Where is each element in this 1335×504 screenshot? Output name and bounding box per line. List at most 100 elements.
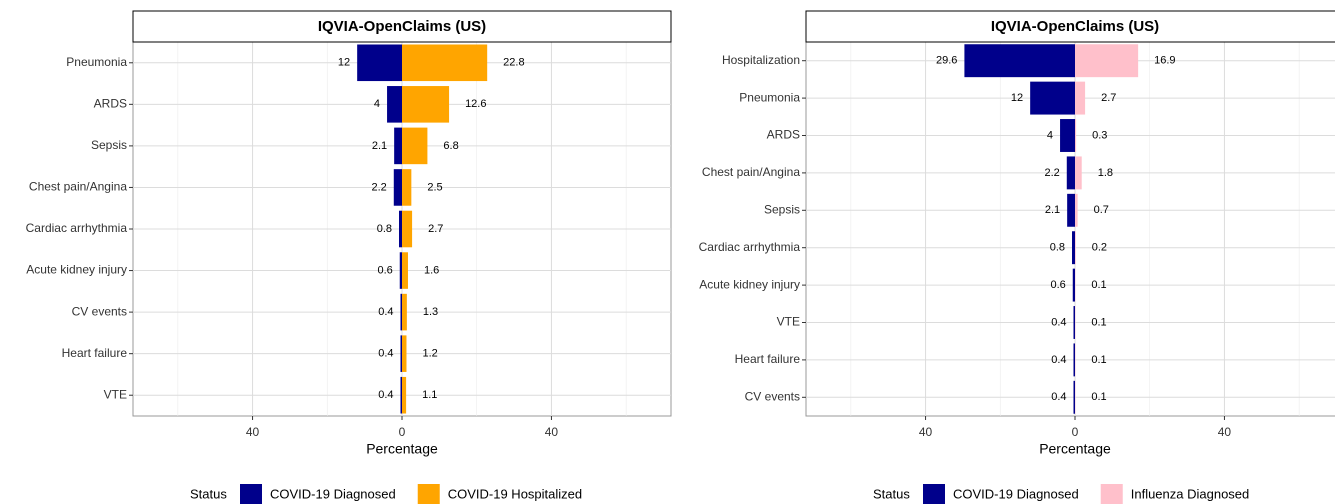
legend-label: COVID-19 Hospitalized xyxy=(448,486,582,501)
chart-title: IQVIA-OpenClaims (US) xyxy=(318,18,486,35)
y-tick-label: VTE xyxy=(104,387,127,401)
x-tick-label: 0 xyxy=(399,425,406,439)
y-tick-label: Sepsis xyxy=(764,202,800,216)
legend-swatch xyxy=(417,484,440,504)
bar xyxy=(1075,81,1086,115)
legend-label: COVID-19 Diagnosed xyxy=(270,486,396,501)
y-tick-label: Pneumonia xyxy=(66,55,127,69)
data-label: 0.4 xyxy=(378,306,393,318)
data-label: 2.7 xyxy=(428,223,443,235)
data-label: 0.1 xyxy=(1091,316,1106,328)
data-label: 0.4 xyxy=(1051,391,1066,403)
bar xyxy=(400,293,402,331)
data-label: 16.9 xyxy=(1154,55,1175,67)
y-tick-label: Sepsis xyxy=(91,138,127,152)
x-tick-label: 40 xyxy=(919,425,933,439)
x-tick-label: 0 xyxy=(1072,425,1079,439)
x-axis-title: Percentage xyxy=(1039,441,1111,457)
bar xyxy=(393,169,402,206)
panel-header xyxy=(132,10,672,43)
bar xyxy=(1066,156,1075,190)
data-label: 0.6 xyxy=(1050,279,1065,291)
bar xyxy=(1073,380,1075,414)
data-label: 1.8 xyxy=(1098,167,1113,179)
data-label: 4 xyxy=(1047,129,1053,141)
bar xyxy=(357,44,402,82)
data-label: 1.2 xyxy=(422,348,437,360)
y-tick-label: VTE xyxy=(777,315,800,329)
data-label: 0.8 xyxy=(377,223,392,235)
bar xyxy=(402,44,488,82)
bar xyxy=(402,252,408,289)
bar xyxy=(1075,193,1078,227)
data-label: 0.6 xyxy=(377,264,392,276)
bar xyxy=(1060,119,1075,152)
data-label: 12 xyxy=(1011,92,1023,104)
data-label: 2.2 xyxy=(1044,167,1059,179)
bar xyxy=(402,293,407,331)
data-label: 29.6 xyxy=(936,55,957,67)
data-label: 2.1 xyxy=(372,140,387,152)
data-label: 2.5 xyxy=(427,181,442,193)
y-tick-label: Chest pain/Angina xyxy=(702,165,800,179)
y-tick-label: ARDS xyxy=(94,97,127,111)
data-label: 6.8 xyxy=(443,140,458,152)
y-tick-label: Heart failure xyxy=(62,346,128,360)
y-tick-label: Chest pain/Angina xyxy=(29,180,127,194)
bar xyxy=(1075,231,1076,265)
bar xyxy=(1073,306,1075,339)
data-label: 12.6 xyxy=(465,98,486,110)
y-tick-label: Cardiac arrhythmia xyxy=(699,240,801,254)
bar xyxy=(1067,193,1075,227)
data-label: 4 xyxy=(374,98,380,110)
bar xyxy=(1075,156,1082,190)
bar xyxy=(400,335,402,372)
data-label: 1.3 xyxy=(423,306,438,318)
x-tick-label: 40 xyxy=(545,425,559,439)
data-label: 0.4 xyxy=(1051,354,1066,366)
data-label: 0.8 xyxy=(1050,242,1065,254)
bar xyxy=(394,127,402,165)
bar xyxy=(1073,343,1075,377)
bar xyxy=(387,86,402,123)
data-label: 2.2 xyxy=(371,181,386,193)
chart-title: IQVIA-OpenClaims (US) xyxy=(991,18,1159,35)
x-axis-title: Percentage xyxy=(366,441,438,457)
bar xyxy=(400,376,402,414)
y-tick-label: Pneumonia xyxy=(739,90,800,104)
y-tick-label: Acute kidney injury xyxy=(699,277,800,291)
y-tick-label: CV events xyxy=(72,304,127,318)
data-label: 0.4 xyxy=(378,348,393,360)
bar xyxy=(1075,119,1077,152)
data-label: 0.1 xyxy=(1091,354,1106,366)
data-label: 1.6 xyxy=(424,264,439,276)
data-label: 22.8 xyxy=(503,57,524,69)
legend-label: COVID-19 Diagnosed xyxy=(953,486,1079,501)
x-tick-label: 40 xyxy=(1218,425,1232,439)
data-label: 0.7 xyxy=(1094,204,1109,216)
data-label: 0.1 xyxy=(1091,391,1106,403)
legend-swatch xyxy=(240,484,262,504)
data-label: 1.1 xyxy=(422,389,437,401)
legend-label: Influenza Diagnosed xyxy=(1131,486,1250,501)
bar xyxy=(1030,81,1075,115)
data-label: 2.1 xyxy=(1045,204,1060,216)
data-label: 12 xyxy=(338,57,350,69)
legend-title: Status xyxy=(190,486,227,501)
bar xyxy=(399,252,402,289)
data-label: 0.2 xyxy=(1092,242,1107,254)
legend-title: Status xyxy=(873,486,910,501)
bar xyxy=(399,210,402,248)
y-tick-label: Acute kidney injury xyxy=(26,263,127,277)
y-tick-label: ARDS xyxy=(767,128,800,142)
y-tick-label: Hospitalization xyxy=(722,53,800,67)
panel-header xyxy=(805,10,1335,43)
data-label: 2.7 xyxy=(1101,92,1116,104)
bar xyxy=(964,44,1075,78)
bar xyxy=(402,127,428,165)
data-label: 0.1 xyxy=(1091,279,1106,291)
bar xyxy=(402,335,407,372)
y-tick-label: Heart failure xyxy=(735,352,801,366)
x-tick-label: 40 xyxy=(246,425,260,439)
